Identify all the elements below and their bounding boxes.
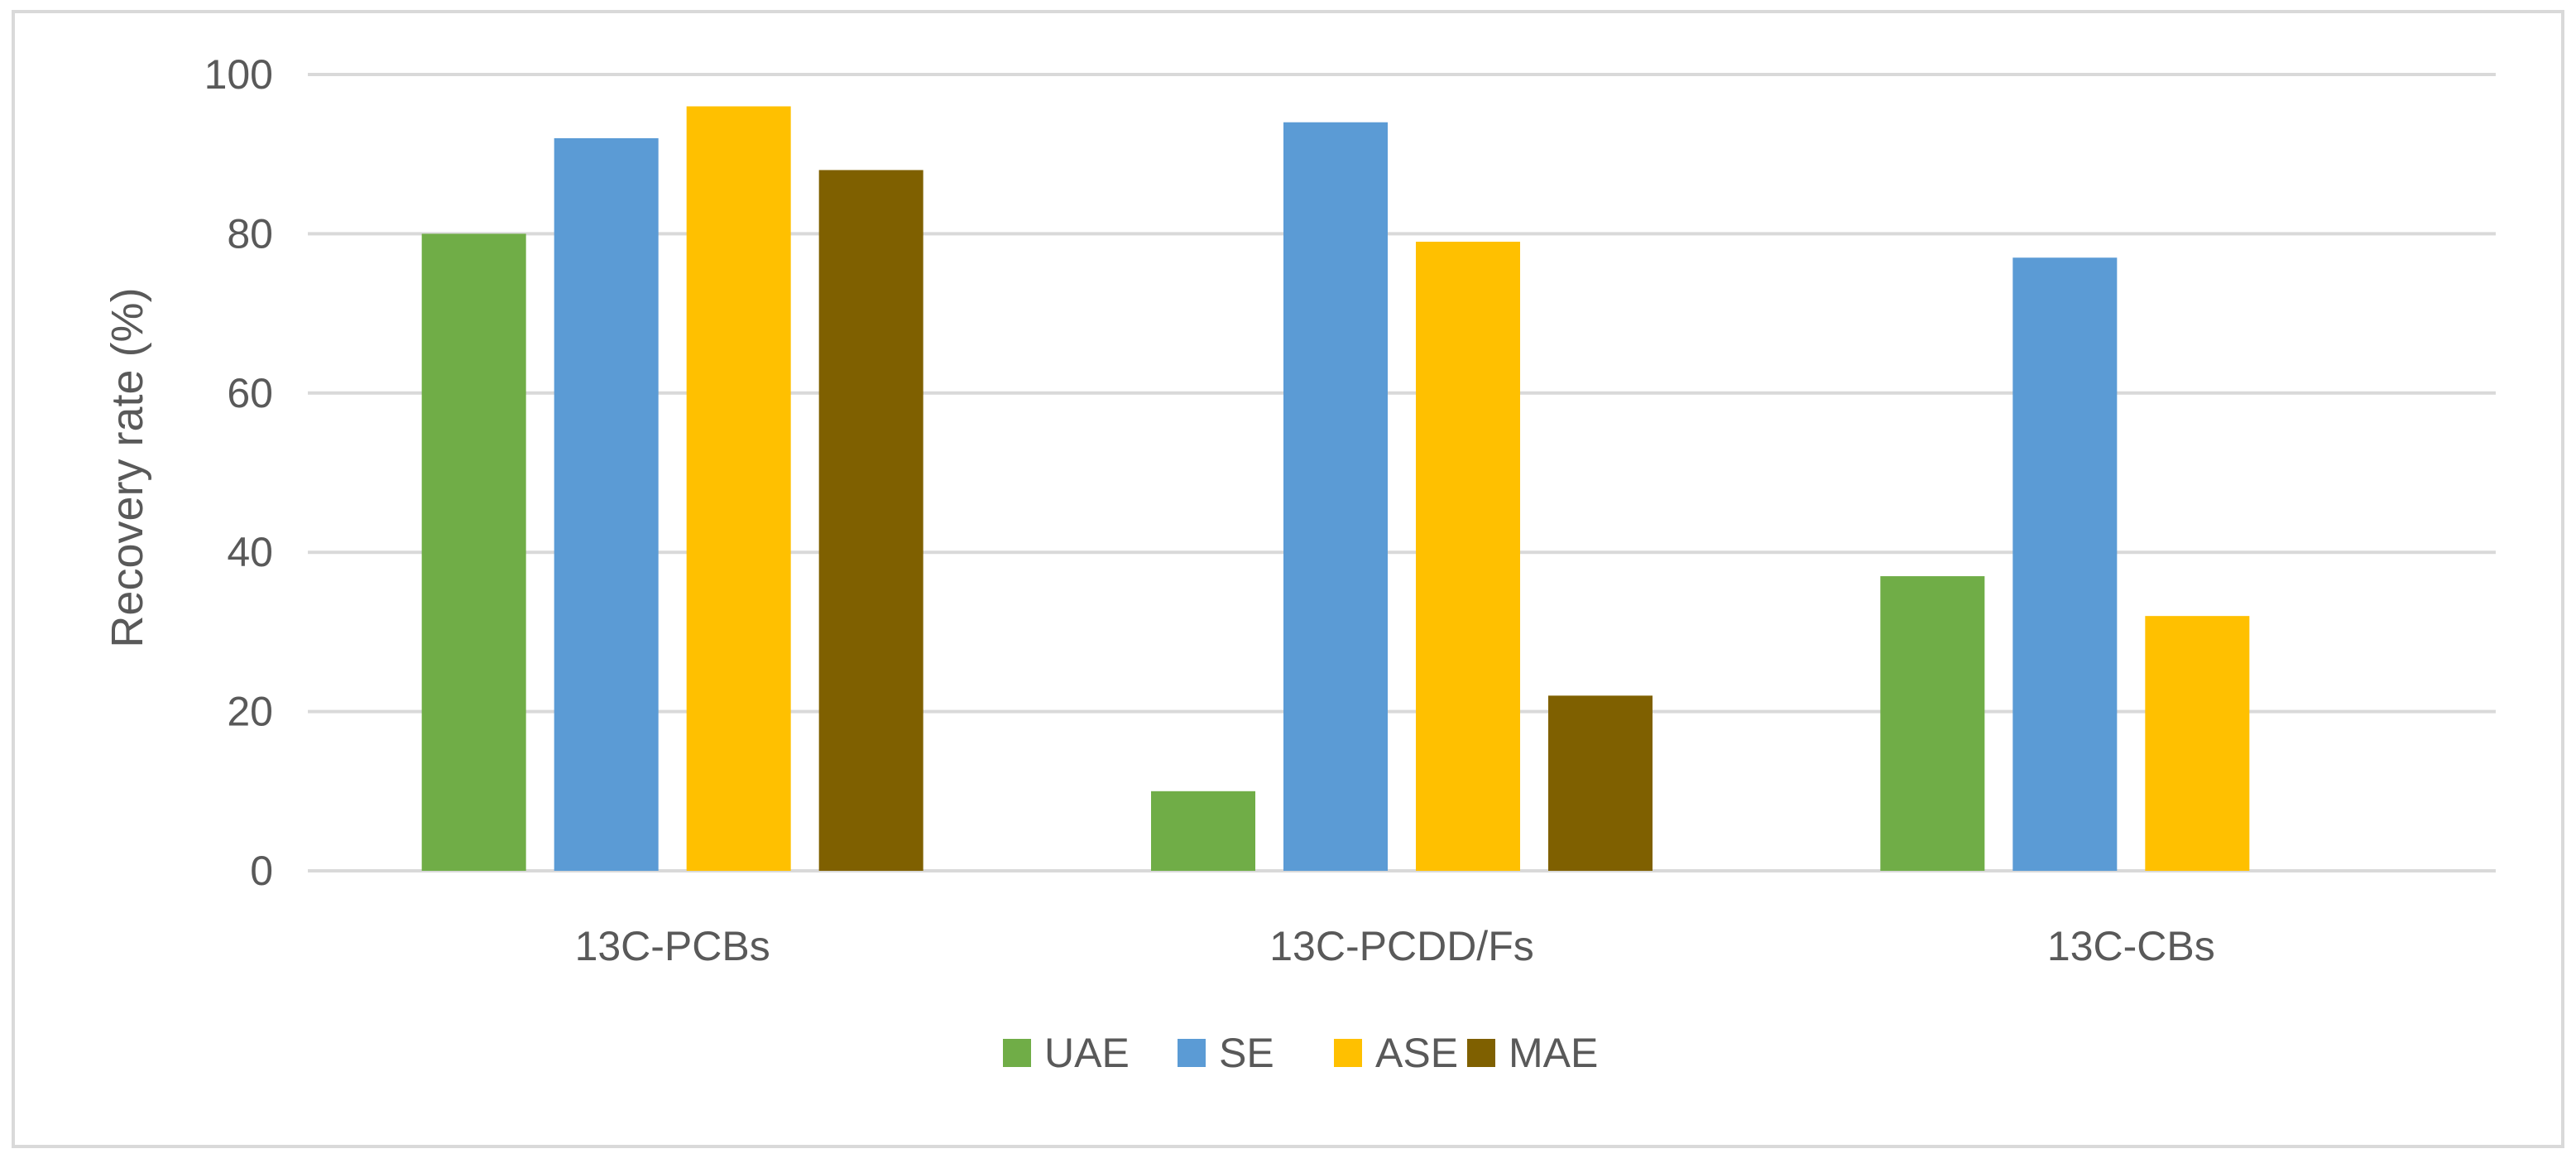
bar-mae-0 — [818, 170, 923, 871]
bar-uae-2 — [1880, 576, 1985, 871]
legend: UAE SE ASE MAE — [1003, 1030, 1598, 1076]
bar-mae-1 — [1548, 695, 1653, 871]
bar-ase-2 — [2145, 616, 2250, 871]
y-axis-title: Recovery rate (%) — [103, 287, 152, 647]
x-category-label: 13C-PCDD/Fs — [1269, 923, 1533, 969]
bar-uae-1 — [1151, 791, 1255, 871]
y-tick-label: 40 — [227, 529, 273, 575]
legend-label-mae: MAE — [1509, 1030, 1598, 1076]
x-axis-categories: 13C-PCBs 13C-PCDD/Fs 13C-CBs — [575, 923, 2215, 969]
y-tick-label: 60 — [227, 370, 273, 416]
legend-label-se: SE — [1219, 1030, 1274, 1076]
bar-se-0 — [554, 137, 659, 871]
bar-ase-0 — [686, 106, 791, 872]
legend-label-uae: UAE — [1044, 1030, 1130, 1076]
legend-swatch-uae — [1003, 1039, 1031, 1067]
bars — [421, 106, 2250, 872]
bar-uae-0 — [421, 233, 526, 871]
y-tick-label: 20 — [227, 689, 273, 735]
legend-swatch-mae — [1467, 1039, 1495, 1067]
legend-label-ase: ASE — [1375, 1030, 1458, 1076]
x-category-label: 13C-CBs — [2047, 923, 2215, 969]
y-tick-label: 100 — [204, 51, 273, 98]
bar-se-1 — [1283, 122, 1388, 872]
y-tick-label: 80 — [227, 210, 273, 257]
legend-swatch-se — [1178, 1039, 1206, 1067]
gridlines — [308, 73, 2496, 872]
x-category-label: 13C-PCBs — [575, 923, 770, 969]
y-axis-ticks: 0 20 40 60 80 100 — [204, 51, 273, 894]
legend-swatch-ase — [1334, 1039, 1362, 1067]
y-tick-label: 0 — [250, 848, 273, 894]
bar-ase-1 — [1416, 242, 1520, 871]
bar-se-2 — [2012, 257, 2118, 871]
